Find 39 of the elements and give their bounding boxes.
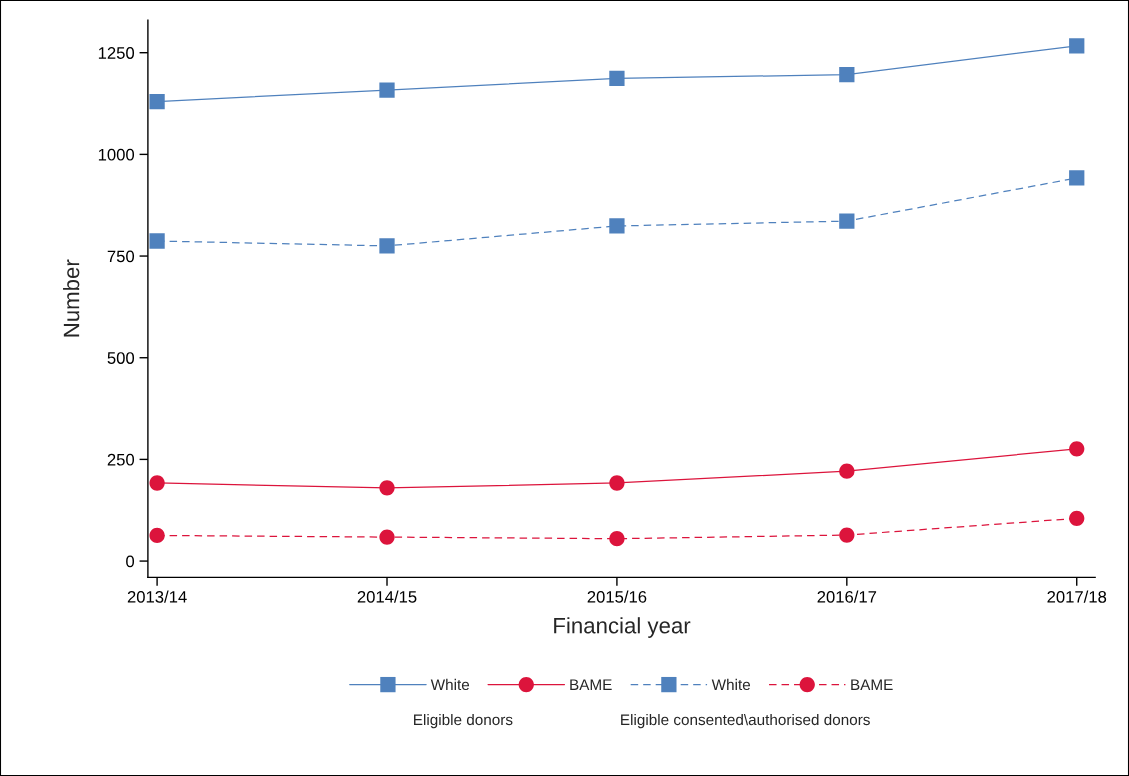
x-tick-label: 2013/14: [127, 590, 187, 603]
point: [839, 527, 855, 543]
x-tick-label: 2017/18: [1047, 590, 1107, 603]
legend-label: BAME: [570, 679, 612, 690]
text: Eligible consented\authorised donors: [621, 713, 870, 729]
x-tick-label: 2015/16: [587, 590, 647, 603]
legend-label: White: [430, 678, 470, 691]
legend-label: White: [711, 678, 751, 691]
legend-label: BAME: [851, 679, 893, 690]
y-tick-label: 0: [126, 555, 135, 568]
point: [839, 67, 855, 83]
point: [609, 531, 625, 547]
point: [609, 70, 625, 86]
text: Eligible donors: [414, 713, 513, 729]
point: [149, 475, 165, 491]
point: [609, 218, 625, 234]
point: [149, 93, 165, 110]
point: [1069, 38, 1085, 54]
point: [839, 463, 855, 479]
point: [1069, 441, 1085, 457]
point: [839, 213, 855, 229]
y-tick-label: 500: [107, 352, 135, 364]
point: [379, 529, 395, 545]
point: [1069, 510, 1085, 527]
y-axis-title: Number: [63, 259, 80, 337]
x-axis-title: Financial year: [554, 617, 691, 638]
y-tick-label: 1250: [98, 47, 135, 59]
point: [609, 475, 625, 491]
point: [1069, 170, 1085, 186]
point: [149, 527, 165, 544]
y-tick-label: 1000: [98, 148, 135, 161]
x-tick-label: 2016/17: [817, 590, 877, 603]
point: [379, 480, 395, 496]
point: [379, 238, 395, 254]
point: [379, 82, 395, 98]
point: [149, 233, 165, 249]
x-tick-label: 2014/15: [357, 590, 417, 603]
y-tick-label: 250: [107, 453, 135, 466]
y-tick-label: 750: [107, 250, 135, 263]
